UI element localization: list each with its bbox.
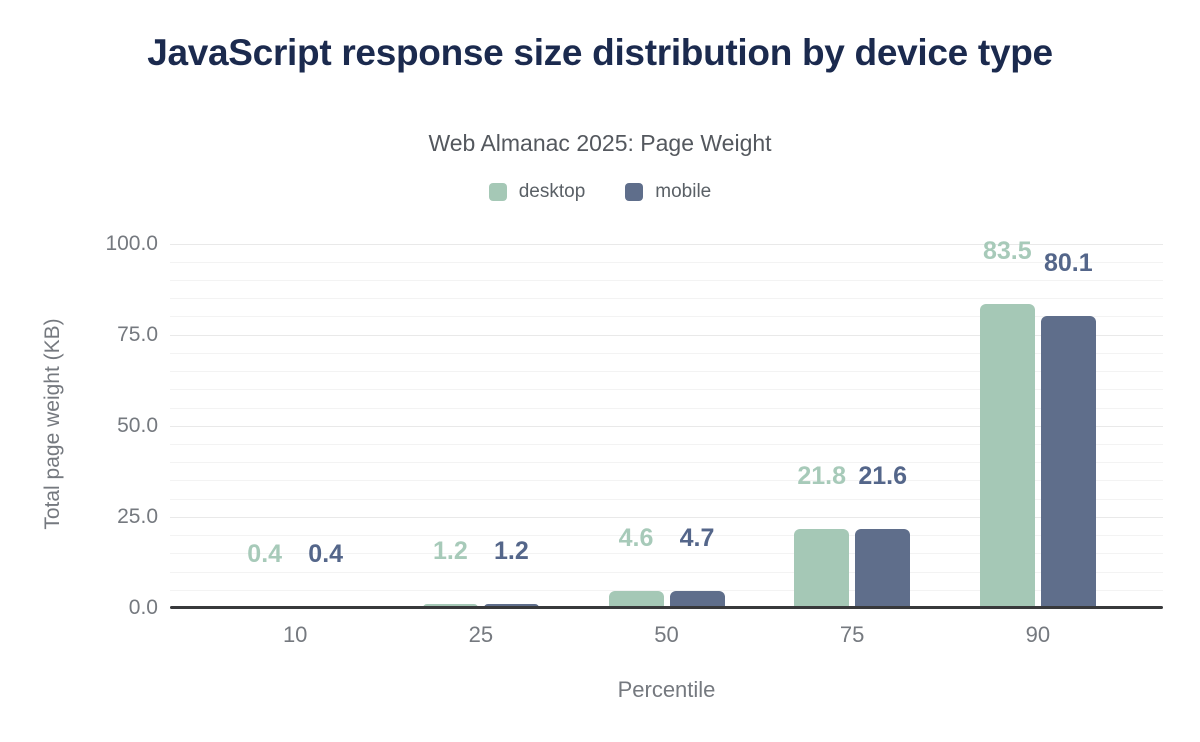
x-axis-line [170,606,1163,609]
grid-line [170,352,1163,354]
value-label-mobile-p25: 1.2 [493,536,529,565]
grid-line [170,407,1163,409]
value-label-mobile-p90: 80.1 [1043,249,1093,278]
bar-desktop-p90[interactable] [979,303,1035,608]
legend: desktop mobile [0,181,1200,203]
bar-mobile-p25[interactable] [483,603,539,608]
bar-desktop-p25[interactable] [422,603,478,608]
x-tick-label: 90 [1025,622,1051,647]
chart-subtitle: Web Almanac 2025: Page Weight [428,130,772,156]
grid-line [170,571,1163,573]
value-label-mobile-p50: 4.7 [679,523,715,552]
chart-title: JavaScript response size distribution by… [147,32,1053,73]
grid-line [170,261,1163,263]
grid-line [170,480,1163,482]
grid-line [170,371,1163,373]
grid-line [170,553,1163,555]
x-axis-title: Percentile [617,677,716,702]
bar-mobile-p50[interactable] [669,590,725,608]
grid-line [170,334,1163,336]
value-label-mobile-p10: 0.4 [308,539,344,568]
grid-line [170,535,1163,537]
y-tick-label: 75.0 [117,322,158,346]
grid-line [170,389,1163,391]
grid-line [170,425,1163,427]
y-tick-label: 0.0 [128,596,158,619]
value-label-desktop-p25: 1.2 [432,536,468,565]
bar-mobile-p90[interactable] [1040,316,1096,608]
bar-desktop-p50[interactable] [608,591,664,608]
grid-line [170,443,1163,445]
value-label-desktop-p50: 4.6 [618,524,654,553]
x-tick-label: 10 [282,622,308,647]
legend-label-mobile: mobile [655,181,712,202]
y-tick-label: 100.0 [105,231,158,255]
legend-item-desktop[interactable]: desktop [488,181,586,203]
bar-mobile-p75[interactable] [855,529,911,608]
legend-item-mobile[interactable]: mobile [625,181,711,203]
bar-desktop-p75[interactable] [794,528,850,608]
value-label-desktop-p10: 0.4 [247,539,283,568]
legend-swatch-mobile [625,183,644,201]
y-tick-label: 25.0 [117,504,158,528]
value-label-mobile-p75: 21.6 [858,462,907,491]
grid-line [170,462,1163,464]
legend-swatch-desktop [488,183,507,201]
x-tick-label: 75 [839,622,865,647]
x-tick-label: 50 [654,622,679,647]
value-label-desktop-p75: 21.8 [797,461,846,490]
grid-line [170,298,1163,300]
grid-line [170,498,1163,500]
plot-area: 0.4 0.4 1.2 1.2 4.6 4.7 21.8 21.6 83.5 80.1 [170,238,1163,608]
grid-line [170,589,1163,591]
grid-line [170,279,1163,281]
value-label-desktop-p90: 83.5 [982,236,1032,265]
grid-line [170,516,1163,518]
grid-line [170,243,1163,245]
grid-line [170,316,1163,318]
legend-label-desktop: desktop [518,181,586,202]
x-tick-label: 25 [468,622,494,647]
y-tick-label: 50.0 [117,413,158,437]
